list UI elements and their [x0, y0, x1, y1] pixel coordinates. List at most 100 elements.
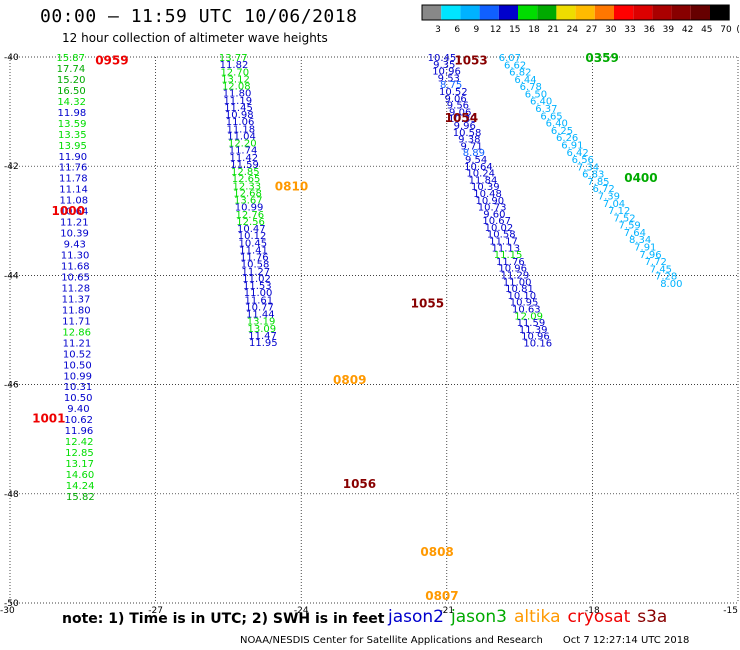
x-tick-label: -18	[585, 606, 600, 616]
x-tick-label: -27	[148, 606, 163, 616]
swh-value: 11.17	[489, 237, 518, 248]
legend-altika: altika	[514, 607, 561, 627]
swh-value: 7.64	[624, 228, 646, 239]
swh-value: 15.82	[66, 492, 95, 503]
swh-value: 10.58	[453, 128, 482, 139]
swh-value: 11.45	[224, 103, 253, 114]
swh-value: 11.90	[59, 152, 88, 163]
swh-value: 6.42	[566, 148, 588, 159]
swh-value: 11.39	[519, 325, 548, 336]
swh-value: 10.62	[64, 415, 93, 426]
swh-value: 11.19	[223, 96, 252, 107]
x-tick-label: -15	[723, 606, 738, 616]
swh-value: 11.30	[61, 251, 90, 262]
swh-value: 6.40	[530, 97, 552, 108]
swh-value: 11.44	[246, 310, 275, 321]
swh-value: 14.32	[57, 97, 86, 108]
swh-value: 11.68	[61, 262, 90, 273]
swh-value: 9.96	[454, 121, 476, 132]
swh-value: 6.78	[520, 82, 542, 93]
swh-value: 11.61	[245, 295, 274, 306]
legend-jason2: jason2	[388, 607, 444, 627]
swh-value: 12.76	[235, 210, 264, 221]
swh-value: 11.13	[491, 243, 520, 254]
time-label: 0400	[624, 171, 657, 185]
swh-value: 11.53	[243, 281, 272, 292]
colorbar-label: 9	[474, 25, 480, 35]
swh-value: 10.50	[63, 360, 92, 371]
swh-value: 10.45	[428, 53, 457, 64]
swh-value: 10.58	[241, 260, 270, 271]
colorbar-swatch	[441, 5, 461, 20]
swh-value: 6.50	[525, 89, 547, 100]
swh-value: 8.00	[660, 279, 682, 290]
colorbar-swatch	[671, 5, 691, 20]
colorbar-swatch	[460, 5, 480, 20]
swh-value: 11.04	[227, 131, 256, 142]
swh-value: 10.64	[464, 162, 493, 173]
colorbar-swatch	[479, 5, 499, 20]
colorbar-swatch	[422, 5, 442, 20]
colorbar-label: 24	[567, 25, 579, 35]
swh-value: 12.56	[236, 217, 265, 228]
y-tick-label: -46	[4, 381, 19, 391]
y-tick-label: -50	[4, 599, 19, 609]
swh-value: 6.40	[546, 119, 568, 130]
colorbar-swatch	[594, 5, 614, 20]
swh-value: 9.35	[433, 60, 455, 71]
swh-value: 11.80	[62, 305, 91, 316]
swh-value: 12.42	[65, 437, 94, 448]
swh-value: 11.29	[501, 271, 530, 282]
swh-value: 11.76	[496, 257, 525, 268]
swh-value: 6.44	[514, 75, 536, 86]
colorbar-swatch	[498, 5, 518, 20]
swh-value: 7.34	[577, 162, 599, 173]
swh-value: 13.35	[58, 130, 87, 141]
swh-value: 10.96	[432, 67, 461, 78]
swh-value: 11.00	[244, 288, 273, 299]
swh-value: 12.85	[65, 448, 94, 459]
swh-value: 7.12	[608, 206, 630, 217]
y-tick-label: -44	[4, 271, 19, 281]
colorbar-swatch	[518, 5, 538, 20]
swh-value: 13.17	[65, 459, 94, 470]
swh-value: 17.74	[57, 64, 86, 75]
colorbar-label: 12	[490, 25, 501, 35]
swh-value: 12.70	[220, 67, 249, 78]
swh-value: 7.59	[619, 221, 641, 232]
swh-value: 7.52	[613, 213, 635, 224]
swh-value: 10.52	[63, 349, 92, 360]
legend-s3a: s3a	[637, 607, 668, 627]
swh-value: 10.10	[507, 291, 536, 302]
swh-value: 11.15	[494, 250, 523, 261]
credit-line: NOAA/NESDIS Center for Satellite Applica…	[240, 635, 709, 646]
colorbar-swatch	[633, 5, 653, 20]
swh-value: 12.20	[228, 139, 257, 150]
satellite-legend: jason2 jason3 altika cryosat s3a	[388, 607, 674, 627]
swh-value: 6.07	[499, 53, 521, 64]
swh-value: 7.85	[587, 177, 609, 188]
swh-value: 11.18	[226, 124, 255, 135]
swh-value: 15.20	[57, 75, 86, 86]
swh-value: 10.39	[60, 229, 89, 240]
swh-value: 16.50	[57, 86, 86, 97]
swh-value: 9.60	[483, 209, 505, 220]
swh-value: 13.77	[219, 53, 248, 64]
swh-value: 9.71	[460, 141, 482, 152]
swh-value: 10.52	[439, 87, 468, 98]
swh-value: 6.72	[592, 184, 614, 195]
time-label: 0808	[420, 545, 453, 559]
swh-value: 10.24	[466, 169, 495, 180]
swh-value: 11.47	[248, 331, 277, 342]
swh-value: 9.53	[438, 73, 460, 84]
swh-value: 10.96	[498, 264, 527, 275]
swh-value: 6.82	[509, 68, 531, 79]
y-tick-label: -48	[4, 490, 19, 500]
swh-value: 10.16	[523, 339, 552, 350]
swh-value: 12.68	[233, 188, 262, 199]
swh-value: 7.39	[598, 191, 620, 202]
colorbar-swatch	[690, 5, 710, 20]
swh-value: 9.56	[447, 101, 469, 112]
swh-value: 6.62	[504, 60, 526, 71]
